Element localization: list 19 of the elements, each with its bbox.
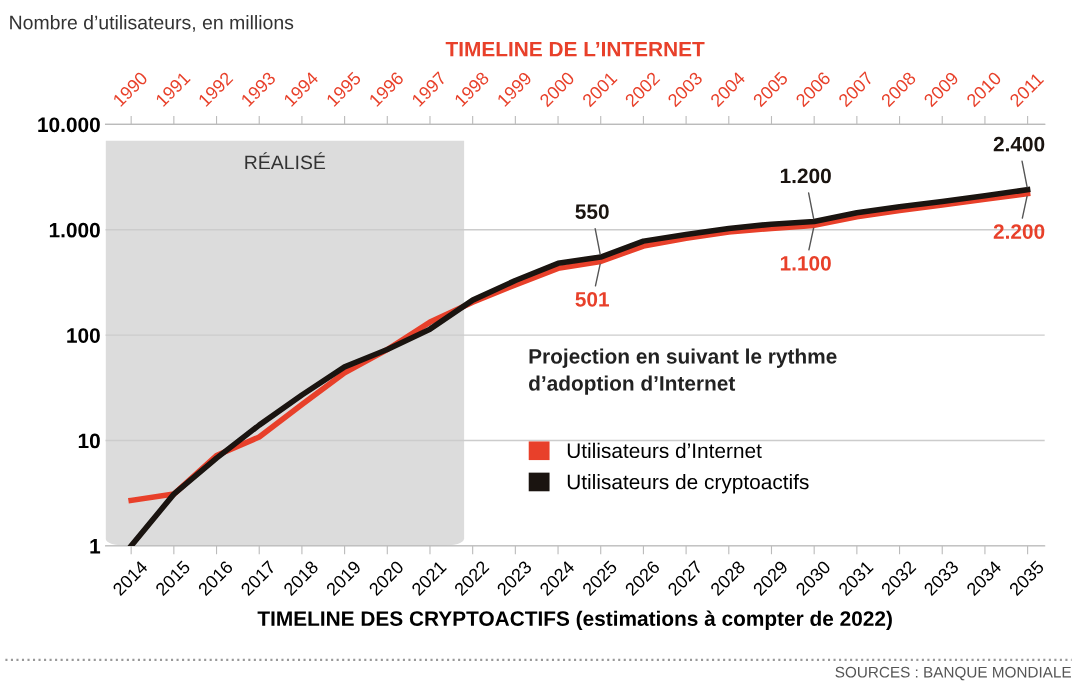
y-axis-title: Nombre d’utilisateurs, en millions [10,15,294,32]
band-label: RÉALISÉ [245,152,326,170]
annotation: 1.200 [780,168,831,184]
annotation: 1.100 [780,255,831,271]
legend-label: Utilisateurs de cryptoactifs [567,474,809,494]
y-tick-label: 100 [67,328,100,343]
y-tick-label: 10.000 [38,117,100,133]
annotation: 2.200 [993,224,1045,239]
legend-label: Utilisateurs d’Internet [567,442,762,459]
x-axis-title: TIMELINE DES CRYPTOACTIFS (estimations à compter de 2022) [257,610,892,631]
annotation: 501 [575,291,609,307]
y-tick-label: 1.000 [49,222,100,238]
annotation: 550 [575,204,609,219]
y-tick-label: 1 [90,539,101,554]
annotation: Projection en suivant le rythme d’adoption d’Internet [529,348,837,395]
y-tick-label: 10 [78,433,100,449]
x2-axis-title: TIMELINE DE L’INTERNET [445,41,705,57]
source-note: SOURCES : BANQUE MONDIALE [835,666,1071,681]
annotation: 2.400 [993,136,1045,152]
